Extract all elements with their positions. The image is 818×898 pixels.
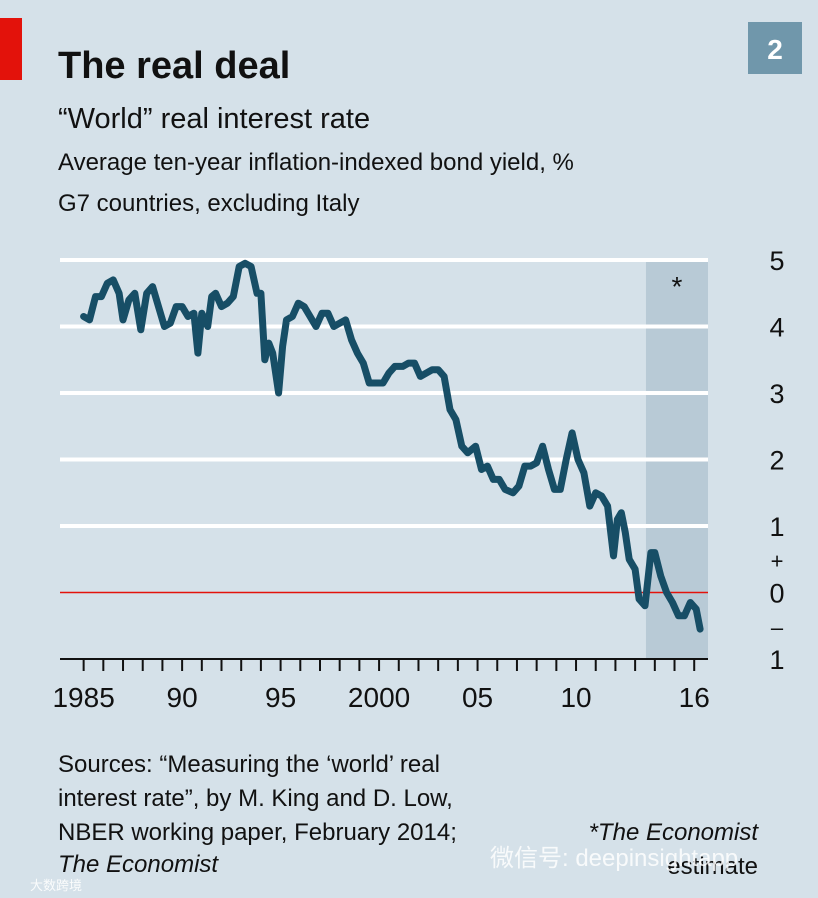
axis-sign: –	[771, 615, 784, 640]
watermark: 大数跨境	[30, 878, 82, 893]
source: NBER working paper, February 2014;	[58, 819, 457, 846]
y-tick-label: 3	[769, 379, 784, 409]
source: interest rate”, by M. King and D. Low,	[58, 785, 453, 812]
x-tick-label: 95	[265, 682, 296, 713]
y-tick-label: 4	[769, 313, 784, 343]
source: Sources: “Measuring the ‘world’ real	[58, 751, 440, 778]
y-tick-label: 1	[769, 645, 784, 675]
data-line	[80, 259, 704, 633]
source: The Economist	[58, 851, 219, 878]
chart-number: 2	[767, 34, 783, 65]
red-tag	[0, 18, 22, 80]
axis-sign: +	[771, 548, 784, 573]
estimate-marker: *	[672, 271, 683, 302]
note: *The Economist	[589, 819, 760, 846]
x-tick-label: 16	[679, 682, 710, 713]
x-tick-label: 1985	[52, 682, 114, 713]
x-tick-label: 2000	[348, 682, 410, 713]
y-tick-label: 5	[769, 246, 784, 276]
watermark: 微信号: deepinsightapp	[490, 845, 738, 872]
note: estimate	[667, 853, 758, 880]
x-tick-label: 05	[462, 682, 493, 713]
description: Average ten-year inflation-indexed bond …	[58, 149, 574, 176]
y-tick-label: 1	[769, 512, 784, 542]
x-tick-label: 10	[560, 682, 591, 713]
description: G7 countries, excluding Italy	[58, 190, 360, 217]
chart-title: The real deal	[58, 45, 290, 87]
number-box	[748, 22, 802, 74]
x-tick-label: 90	[167, 682, 198, 713]
chart-subtitle: “World” real interest rate	[58, 103, 370, 135]
y-tick-label: 0	[769, 579, 784, 609]
y-tick-label: 2	[769, 446, 784, 476]
